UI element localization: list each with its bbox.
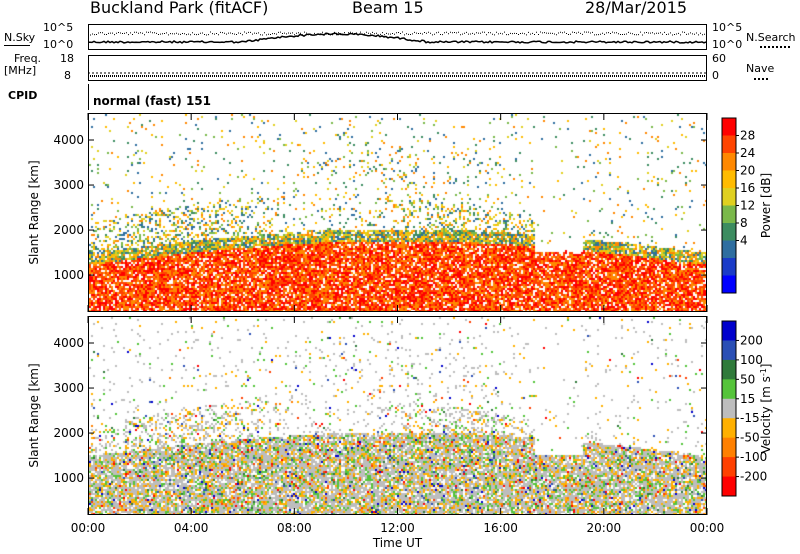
velocity-panel: [88, 316, 707, 515]
colorbar-segment: [722, 170, 736, 189]
noise-tick-top-right: 10^5: [712, 21, 743, 34]
colorbar-segment: [722, 188, 736, 206]
colorbar-tick-label: -100: [740, 450, 767, 464]
colorbar-tick-label: 8: [740, 216, 748, 230]
x-tick-label: 16:00: [483, 521, 518, 535]
power-panel: [88, 113, 707, 312]
nave-tick-bottom: 0: [712, 69, 719, 82]
colorbar-segment: [722, 240, 736, 259]
colorbar-segment: [722, 359, 736, 380]
nsky-legend-line: [4, 45, 30, 46]
colorbar-tick-label: 28: [740, 129, 755, 143]
y-tick-label: 1000: [53, 268, 84, 282]
y-tick-label: 3000: [53, 178, 84, 192]
mhz-label: [MHz]: [4, 64, 37, 77]
colorbar-frame: [721, 320, 737, 497]
x-tick-label: 00:00: [690, 521, 725, 535]
colorbar-tick-label: 15: [740, 392, 755, 406]
colorbar-segment: [722, 437, 736, 458]
colorbar-segment: [722, 153, 736, 171]
velocity-heatmap: [89, 317, 706, 514]
colorbar-tick-label: 16: [740, 181, 755, 195]
y-tick-label: 4000: [53, 336, 84, 350]
noise-tick-top-left: 10^5: [43, 21, 74, 34]
colorbar-tick-label: 12: [740, 199, 755, 213]
colorbar-segment: [722, 258, 736, 276]
colorbar-label: Power [dB]: [759, 173, 773, 238]
colorbar-segment: [722, 379, 736, 400]
colorbar-segment: [722, 321, 736, 341]
nsearch-label: N.Search: [746, 31, 796, 44]
colorbar-segment: [722, 476, 736, 497]
colorbar-tick-label: 50: [740, 372, 755, 386]
colorbar-segment: [722, 205, 736, 224]
nave-tick-top: 60: [712, 52, 726, 65]
colorbar-segment: [722, 398, 736, 419]
x-tick-label: 12:00: [380, 521, 415, 535]
colorbar-label: Velocity [m s-1]: [759, 364, 773, 454]
nave-label: Nave: [746, 62, 775, 75]
colorbar-tick-label: -15: [740, 411, 760, 425]
freq-label: Freq.: [14, 52, 42, 65]
power-heatmap: [89, 114, 706, 311]
colorbar-tick-label: 200: [740, 333, 763, 347]
noise-traces: [88, 31, 707, 44]
noise-panel: [88, 24, 707, 50]
beam-title: Beam 15: [352, 0, 424, 17]
y-axis-label: Slant Range [km]: [27, 160, 41, 264]
nave-legend-line: [754, 78, 768, 80]
colorbar-segment: [722, 340, 736, 361]
x-tick-label: 08:00: [277, 521, 312, 535]
colorbar-tick-label: -200: [740, 470, 767, 484]
station-title: Buckland Park (fitACF): [90, 0, 269, 17]
colorbar-tick-label: 24: [740, 146, 755, 160]
y-tick-label: 1000: [53, 471, 84, 485]
colorbar-segment: [722, 418, 736, 439]
freq-nave-panel: [88, 55, 707, 81]
freq-tick-top: 18: [60, 52, 74, 65]
colorbar-segment: [722, 135, 736, 154]
colorbar-tick-label: 20: [740, 164, 755, 178]
nsearch-legend-line: [760, 46, 790, 48]
freq-tick-bottom: 8: [64, 69, 71, 82]
colorbar-tick-label: -50: [740, 431, 760, 445]
x-tick-label: 20:00: [587, 521, 622, 535]
y-tick-label: 3000: [53, 381, 84, 395]
noise-tick-bottom-right: 10^0: [712, 38, 743, 51]
colorbar-segment: [722, 223, 736, 241]
colorbar-tick-label: 4: [740, 234, 748, 248]
y-tick-label: 4000: [53, 133, 84, 147]
cpid-text: normal (fast) 151: [93, 94, 211, 108]
cpid-label: CPID: [8, 89, 38, 102]
nsky-label: N.Sky: [4, 31, 36, 44]
nsearch-trace: [88, 31, 707, 36]
cpid-marker: [88, 84, 89, 110]
colorbar-segment: [722, 275, 736, 294]
y-tick-label: 2000: [53, 426, 84, 440]
date-title: 28/Mar/2015: [585, 0, 688, 17]
x-tick-label: 04:00: [174, 521, 209, 535]
colorbar-tick-label: 100: [740, 353, 763, 367]
nsky-trace: [88, 32, 707, 44]
colorbar-segment: [722, 118, 736, 136]
y-axis-label: Slant Range [km]: [27, 363, 41, 467]
x-axis-label: Time UT: [372, 536, 423, 550]
colorbar-segment: [722, 457, 736, 478]
noise-tick-bottom-left: 10^0: [43, 38, 74, 51]
y-tick-label: 2000: [53, 223, 84, 237]
x-tick-label: 00:00: [71, 521, 106, 535]
